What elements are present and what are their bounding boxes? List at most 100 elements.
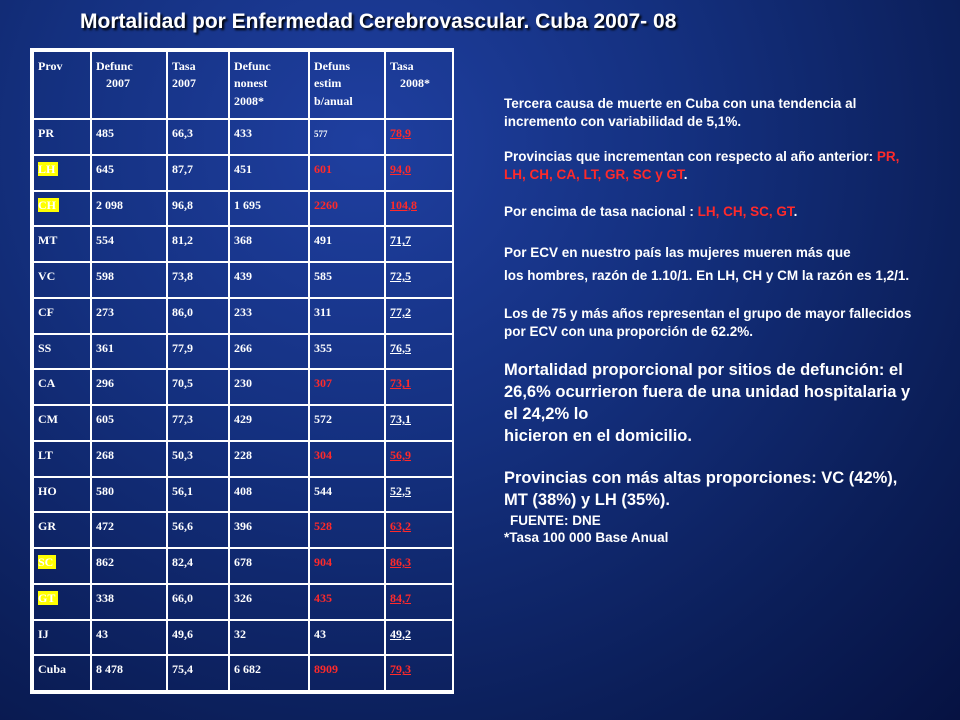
cell-tasa-2007: 75,4 [166,654,230,692]
cell-defuns-estim: 544 [308,475,386,514]
cell-prov: HO [32,475,92,514]
cell-defuns-estim: 8909 [308,654,386,692]
note-mortalidad-proporcional: Mortalidad proporcional por sitios de de… [504,361,911,446]
cell-defunc-nonest-2008: 233 [228,296,310,335]
cell-tasa-2007: 56,1 [166,475,230,514]
cell-prov: VC [32,261,92,299]
cell-prov: SC [32,547,92,585]
cell-tasa-2008: 73,1 [384,404,454,442]
cell-tasa-2007: 50,3 [166,439,230,478]
cell-tasa-2007: 70,5 [166,368,230,406]
cell-defunc-nonest-2008: 451 [228,153,310,192]
cell-prov: MT [32,225,92,263]
cell-tasa-2008: 71,7 [384,225,454,263]
cell-defuns-estim: 572 [308,404,386,442]
cell-defunc-2007: 598 [90,261,168,299]
cell-tasa-2008: 79,3 [384,654,454,692]
cell-tasa-2008: 73,1 [384,368,454,406]
table-row: HO 580 56,1 408 544 52,5 [32,475,454,514]
cell-tasa-2008: 52,5 [384,475,454,514]
cell-tasa-2007: 96,8 [166,189,230,228]
cell-defunc-nonest-2008: 433 [228,118,310,156]
cell-defunc-nonest-2008: 439 [228,261,310,299]
cell-tasa-2008: 77,2 [384,296,454,335]
cell-defunc-2007: 8 478 [90,654,168,692]
cell-tasa-2008: 94,0 [384,153,454,192]
table-row: GR 472 56,6 396 528 63,2 [32,511,454,549]
cell-prov: CH [32,189,92,228]
cell-tasa-2007: 66,3 [166,118,230,156]
table-header-row: Prov Defunc 2007 Tasa 2007 Defunc nonest 200… [32,50,454,120]
table-row: IJ 43 49,6 32 43 49,2 [32,618,454,657]
cell-defunc-2007: 361 [90,332,168,371]
cell-prov: SS [32,332,92,371]
table-row: PR 485 66,3 433 577 78,9 [32,118,454,156]
cell-defuns-estim: 2260 [308,189,386,228]
cell-defuns-estim: 355 [308,332,386,371]
table-row: GT 338 66,0 326 435 84,7 [32,582,454,621]
cell-defunc-nonest-2008: 678 [228,547,310,585]
header-defunc-nonest-2008: Defunc nonest 2008* [228,50,310,120]
cell-tasa-2008: 78,9 [384,118,454,156]
cell-defunc-2007: 296 [90,368,168,406]
table-row: CM 605 77,3 429 572 73,1 [32,404,454,442]
cell-defunc-2007: 645 [90,153,168,192]
cell-defuns-estim: 43 [308,618,386,657]
cell-tasa-2007: 66,0 [166,582,230,621]
header-defuns-estim: Defuns estim b/anual [308,50,386,120]
cell-defunc-2007: 338 [90,582,168,621]
header-tasa-2007: Tasa 2007 [166,50,230,120]
cell-defunc-2007: 485 [90,118,168,156]
cell-tasa-2008: 72,5 [384,261,454,299]
cell-defunc-nonest-2008: 6 682 [228,654,310,692]
table-row: CH 2 098 96,8 1 695 2260 104,8 [32,189,454,228]
cell-tasa-2008: 63,2 [384,511,454,549]
note-tasa-base: *Tasa 100 000 Base Anual [504,530,669,546]
cell-defunc-2007: 273 [90,296,168,335]
cell-defunc-2007: 268 [90,439,168,478]
cell-tasa-2007: 77,3 [166,404,230,442]
cell-prov: CA [32,368,92,406]
cell-defunc-nonest-2008: 429 [228,404,310,442]
cell-tasa-2008: 86,3 [384,547,454,585]
cell-tasa-2008: 104,8 [384,189,454,228]
cell-defunc-2007: 862 [90,547,168,585]
cell-defuns-estim: 904 [308,547,386,585]
cell-defunc-2007: 43 [90,618,168,657]
header-defunc-2007: Defunc 2007 [90,50,168,120]
cell-defunc-nonest-2008: 408 [228,475,310,514]
notes-panel: Tercera causa de muerte en Cuba con una … [504,95,924,547]
note-mujeres-hombres: Por ECV en nuestro país las mujeres muer… [504,244,910,283]
header-tasa-2008: Tasa 2008* [384,50,454,120]
cell-prov: GR [32,511,92,549]
table-row: SC 862 82,4 678 904 86,3 [32,547,454,585]
cell-prov: LT [32,439,92,478]
cell-defunc-2007: 2 098 [90,189,168,228]
cell-defunc-nonest-2008: 230 [228,368,310,406]
mortality-table: Prov Defunc 2007 Tasa 2007 Defunc nonest 200… [30,48,454,694]
table-row: SS 361 77,9 266 355 76,5 [32,332,454,371]
cell-tasa-2007: 82,4 [166,547,230,585]
cell-tasa-2007: 77,9 [166,332,230,371]
table-row: MT 554 81,2 368 491 71,7 [32,225,454,263]
cell-prov: LH [32,153,92,192]
cell-defuns-estim: 601 [308,153,386,192]
cell-tasa-2008: 84,7 [384,582,454,621]
note-provincias-incremento: Provincias que incrementan con respecto … [504,149,900,182]
cell-tasa-2007: 86,0 [166,296,230,335]
cell-defunc-nonest-2008: 326 [228,582,310,621]
cell-defunc-2007: 554 [90,225,168,263]
cell-defuns-estim: 528 [308,511,386,549]
note-mayores-75: Los de 75 y más años representan el grup… [504,306,912,339]
cell-defunc-2007: 605 [90,404,168,442]
cell-defuns-estim: 435 [308,582,386,621]
cell-defunc-nonest-2008: 266 [228,332,310,371]
table-row: Cuba 8 478 75,4 6 682 8909 79,3 [32,654,454,692]
cell-defuns-estim: 577 [308,118,386,156]
cell-defunc-nonest-2008: 228 [228,439,310,478]
cell-defunc-2007: 580 [90,475,168,514]
cell-defunc-nonest-2008: 1 695 [228,189,310,228]
cell-prov: CM [32,404,92,442]
cell-tasa-2007: 49,6 [166,618,230,657]
cell-tasa-2008: 76,5 [384,332,454,371]
